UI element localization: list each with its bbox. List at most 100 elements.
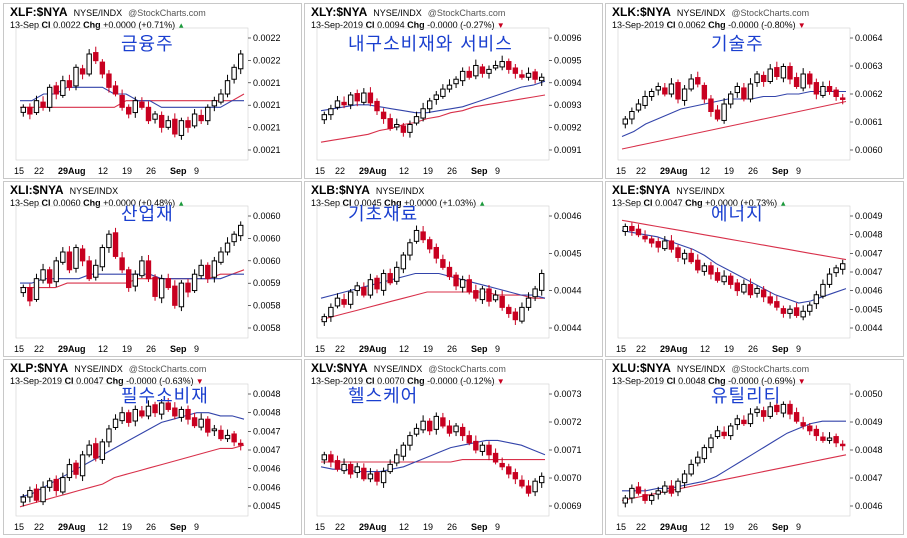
candle-body [126, 412, 132, 423]
candle-body [741, 87, 747, 100]
x-tick-label: 12 [700, 522, 710, 532]
candle-body [440, 88, 446, 97]
candle-body [86, 53, 92, 75]
candle-body [46, 86, 53, 108]
y-tick-label: 0.0059 [253, 278, 281, 288]
candlestick-chart: 0.0050 0.0049 0.0048 0.0047 0.0046 15 22 29Aug 1… [616, 383, 883, 532]
y-tick-label: 0.0044 [855, 323, 883, 333]
y-tick-label: 0.0048 [253, 408, 281, 418]
candle-body [774, 301, 780, 308]
candle-body [361, 286, 367, 296]
x-tick-label: 26 [447, 166, 457, 176]
x-tick-label: Sep [772, 522, 789, 532]
panel-subheader: 13-Sep-2019 Cl 0.0062 Chg -0.0000 (-0.80… [612, 20, 806, 30]
candle-body [440, 417, 446, 427]
candle-body [374, 277, 380, 290]
candle-body [446, 266, 453, 278]
x-tick-label: 12 [700, 344, 710, 354]
x-tick-label: 22 [636, 522, 646, 532]
symbol-label: XLB:$NYA [311, 183, 370, 197]
y-tick-label: 0.0045 [253, 501, 281, 511]
candle-body [33, 488, 40, 501]
candle-body [205, 264, 211, 280]
candle-body [224, 434, 231, 440]
y-tick-label: 0.0045 [554, 248, 582, 258]
panel-header: XLY:$NYA NYSE/INDX @StockCharts.com [311, 5, 505, 19]
candle-body [506, 306, 512, 315]
candle-body [99, 247, 106, 268]
down-arrow-icon: ▼ [195, 377, 204, 386]
candle-body [662, 240, 668, 250]
candlestick-chart: 0.0049 0.0048 0.0047 0.0047 0.0046 0.0045 0.00… [616, 205, 883, 354]
candle-body [27, 106, 33, 115]
x-tick-label: 26 [146, 344, 156, 354]
candle-body [218, 251, 224, 263]
candle-body [833, 89, 839, 97]
symbol-label: XLK:$NYA [612, 5, 671, 19]
candle-body [446, 425, 453, 434]
ma200-line [20, 93, 245, 108]
candle-body [178, 408, 185, 418]
candle-body [106, 428, 112, 443]
candle-body [20, 287, 26, 294]
y-tick-label: 0.0021 [253, 145, 281, 155]
candle-body [334, 100, 341, 108]
candle-body [198, 264, 204, 277]
date-label: 13-Sep [612, 198, 642, 208]
x-tick-label: 9 [194, 166, 199, 176]
candle-body [152, 276, 158, 297]
candle-body [413, 229, 420, 242]
candle-body [334, 460, 341, 470]
candle-body [27, 490, 33, 498]
candle-body [708, 98, 714, 112]
candle-body [668, 83, 675, 95]
candle-body [466, 435, 472, 444]
candle-body [767, 68, 773, 82]
candle-body [341, 463, 347, 472]
candle-body [499, 296, 505, 308]
y-tick-label: 0.0045 [855, 304, 883, 314]
candle-body [231, 233, 237, 243]
candle-body [807, 304, 813, 312]
symbol-label: XLY:$NYA [311, 5, 368, 19]
candle-body [354, 285, 360, 292]
y-tick-label: 0.0048 [253, 389, 281, 399]
date-label: 13-Sep-2019 [612, 20, 665, 30]
date-label: 13-Sep-2019 [311, 20, 364, 30]
x-tick-label: 15 [14, 344, 24, 354]
up-arrow-icon: ▲ [177, 199, 186, 208]
date-label: 13-Sep-2019 [311, 376, 364, 386]
x-tick-label: 22 [636, 344, 646, 354]
x-tick-label: 12 [399, 166, 409, 176]
candle-body [714, 109, 721, 120]
y-tick-label: 0.0021 [253, 78, 281, 88]
candle-body [165, 278, 171, 289]
candle-body [525, 72, 532, 78]
candle-body [145, 106, 152, 122]
candle-body [334, 297, 341, 307]
candle-body [787, 403, 793, 415]
chart-panel-xlu: XLU:$NYA NYSE/INDX @StockCharts.com 13-Sep-… [605, 359, 904, 535]
chg-value: +0.0000 (+0.71%) [103, 20, 176, 30]
candle-body [747, 283, 754, 296]
candle-body [413, 116, 420, 124]
candle-body [328, 454, 334, 463]
candle-body [132, 408, 138, 422]
korean-title: 산업재 [121, 204, 174, 225]
candle-body [473, 290, 479, 299]
candle-body [407, 435, 413, 446]
candle-body [126, 269, 132, 289]
x-tick-label: 26 [748, 166, 758, 176]
y-tick-label: 0.0021 [253, 123, 281, 133]
ma50-line [622, 420, 846, 492]
candle-body [532, 480, 538, 493]
x-tick-label: 19 [122, 166, 132, 176]
candle-body [826, 273, 833, 285]
ci-value: 0.0094 [377, 20, 405, 30]
ci-value: 0.0070 [377, 376, 405, 386]
x-tick-label: 19 [423, 344, 433, 354]
candle-body [433, 415, 439, 430]
candle-body [701, 84, 708, 100]
ci-label: Cl [41, 20, 51, 30]
symbol-label: XLU:$NYA [612, 361, 671, 375]
